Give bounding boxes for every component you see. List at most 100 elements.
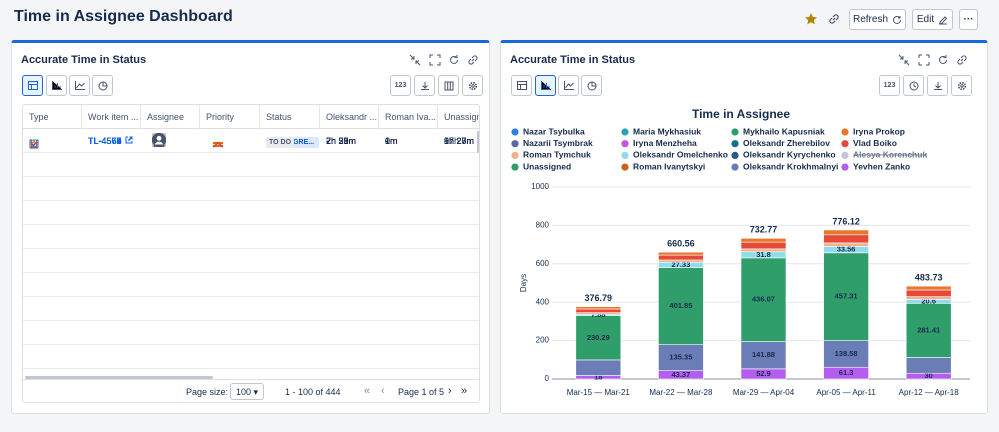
horizontal-scrollbar[interactable] <box>25 376 213 379</box>
link-icon[interactable] <box>956 54 968 66</box>
icon <box>51 81 62 90</box>
legend-label: Iryna Menzheha <box>633 138 697 148</box>
pie-chart-button[interactable] <box>92 75 113 96</box>
table-view-button[interactable] <box>511 75 532 96</box>
link-icon[interactable] <box>828 13 840 25</box>
bar-segment <box>575 359 622 376</box>
column-header: Status <box>260 105 320 129</box>
fullscreen-icon[interactable] <box>918 54 930 66</box>
time-cell: 2h 25m <box>326 136 357 146</box>
column-header: Type <box>23 105 82 129</box>
time-cell: - <box>444 136 447 146</box>
panel-title: Accurate Time in Status <box>21 54 147 66</box>
time-cell: 0m <box>385 136 398 146</box>
star-icon[interactable] <box>804 12 818 26</box>
icon <box>74 81 85 90</box>
bar-segment <box>740 257 787 342</box>
work-item-key: TL-4572 <box>88 136 122 146</box>
type-icon <box>29 136 39 154</box>
vertical-scrollbar[interactable] <box>477 131 479 153</box>
collapse-icon[interactable] <box>898 54 910 66</box>
time-cell: - <box>444 136 447 146</box>
page-indicator: Page 1 of 5 <box>398 387 445 397</box>
legend-label: Yevhen Zanko <box>853 161 910 171</box>
time-cell: - <box>385 136 388 146</box>
number-format-button[interactable]: 123 <box>879 75 900 96</box>
bar-chart-button[interactable] <box>535 75 556 96</box>
bar-segment <box>905 289 952 297</box>
bar-segment <box>658 251 704 256</box>
dashboard-title: Time in Assignee Dashboard <box>14 8 233 25</box>
legend-label: Oleksandr Omelchenko <box>633 150 728 160</box>
bar-chart-button[interactable] <box>46 75 67 96</box>
time-cell: - <box>326 136 329 146</box>
data-label: 436.07 <box>752 295 775 304</box>
column-header: Assignee <box>141 105 200 129</box>
icon <box>444 81 453 90</box>
legend-label: Unassigned <box>523 161 571 171</box>
table-panel: Accurate Time in Status 123 Type Work ite… <box>11 40 490 414</box>
area-chart-button[interactable] <box>558 75 579 96</box>
last-page-button[interactable]: » <box>461 385 468 397</box>
download-button[interactable] <box>927 75 948 96</box>
work-item-key: TL-4567 <box>88 136 122 146</box>
legend-label: Oleksandr Zherebilov <box>743 138 830 148</box>
icon <box>540 81 551 90</box>
area-chart-button[interactable] <box>69 75 90 96</box>
settings-button[interactable] <box>462 75 483 96</box>
table-header: Type Work item ... Assignee Priority Status O… <box>23 105 479 129</box>
pie-chart-button[interactable] <box>581 75 602 96</box>
x-tick-label: Mar-29 — Apr-04 <box>733 388 795 397</box>
y-tick-label: 400 <box>536 297 550 306</box>
table-footer: Page size: 100 ▾ 1 - 100 of 444 « ‹ Page… <box>23 379 479 402</box>
work-item-key: TL-4573 <box>88 136 122 146</box>
refresh-button[interactable]: Refresh <box>849 9 906 30</box>
work-item-link[interactable]: TL-4565 <box>88 136 133 146</box>
legend-marker <box>621 140 629 148</box>
bar-segment <box>823 234 869 244</box>
page-size-select[interactable]: 100 ▾ <box>230 383 264 400</box>
time-cell: - <box>385 136 388 146</box>
settings-button[interactable] <box>951 75 972 96</box>
reload-icon[interactable] <box>937 54 949 66</box>
time-cell: - <box>326 136 329 146</box>
work-item-key: TL-4570 <box>88 136 122 146</box>
legend-marker <box>511 163 519 171</box>
data-label: 281.41 <box>917 325 940 334</box>
legend-label: Roman Ivanytskyi <box>633 161 705 171</box>
bar-segment <box>823 252 869 341</box>
columns-button[interactable] <box>438 75 459 96</box>
work-item-key: TL-4571 <box>88 136 122 146</box>
icon <box>909 81 918 90</box>
data-label: 31.8 <box>756 250 771 259</box>
legend-marker <box>731 140 739 148</box>
data-label: 61.3 <box>839 368 854 377</box>
prev-page-button[interactable]: ‹ <box>381 385 385 397</box>
first-page-button[interactable]: « <box>364 385 371 397</box>
collapse-icon[interactable] <box>409 54 421 66</box>
icon <box>939 15 948 24</box>
icon <box>420 81 429 90</box>
column-header: Oleksandr ... <box>320 105 379 129</box>
button-label: 123 <box>883 82 896 89</box>
link-icon[interactable] <box>467 54 479 66</box>
legend-marker <box>511 128 519 136</box>
table-view-button[interactable] <box>22 75 43 96</box>
icon <box>98 81 107 90</box>
work-item-key: TL-4569 <box>88 136 122 146</box>
download-button[interactable] <box>414 75 435 96</box>
next-page-button[interactable]: › <box>448 385 452 397</box>
time-cell: - <box>326 136 329 146</box>
x-tick-label: Mar-22 — Mar-28 <box>649 388 713 397</box>
edit-button[interactable]: Edit <box>912 9 953 30</box>
legend-marker <box>731 151 739 159</box>
bar-segment <box>575 306 622 310</box>
number-format-button[interactable]: 123 <box>390 75 411 96</box>
fullscreen-icon[interactable] <box>429 54 441 66</box>
work-item-key: TL-4575 <box>88 136 122 146</box>
more-button[interactable]: ··· <box>959 9 978 30</box>
clock-button[interactable] <box>903 75 924 96</box>
reload-icon[interactable] <box>448 54 460 66</box>
